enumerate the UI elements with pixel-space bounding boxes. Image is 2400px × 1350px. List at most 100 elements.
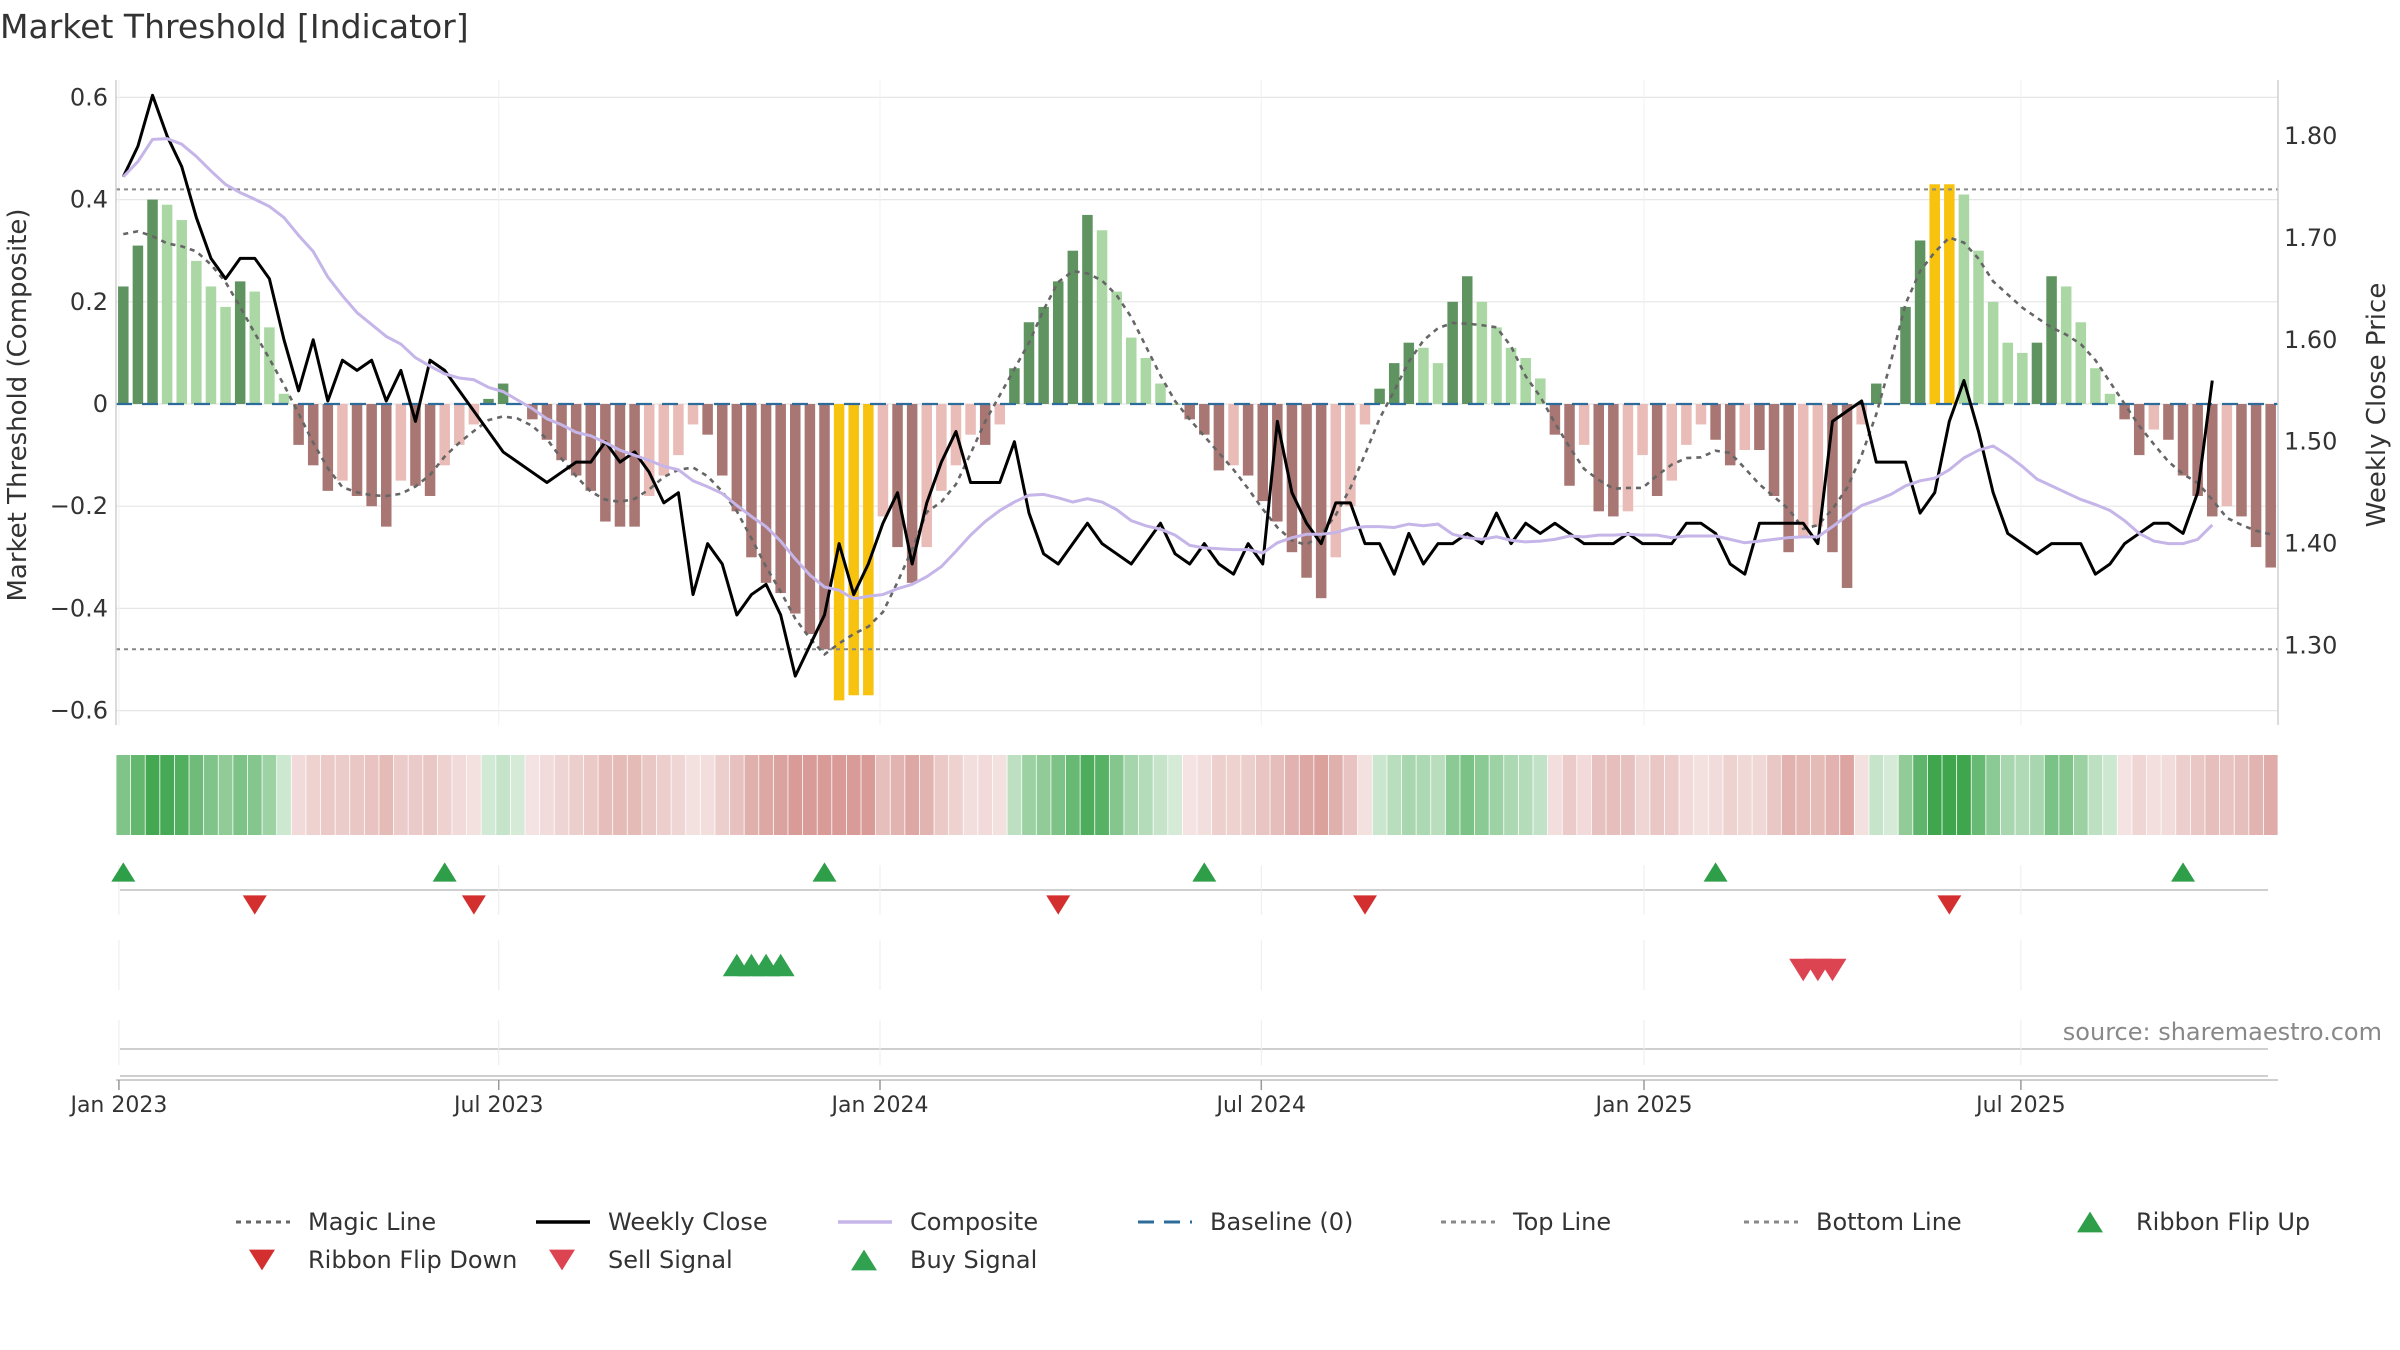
composite-bar [746, 404, 757, 558]
composite-bar [1447, 301, 1458, 404]
ribbon-cell [247, 755, 262, 835]
y-right-tick-label: 1.80 [2284, 122, 2337, 150]
composite-bar [1827, 404, 1838, 553]
composite-bar [483, 398, 494, 404]
composite-bar [1651, 404, 1663, 496]
legend-swatch [549, 1249, 575, 1271]
composite-bar [1754, 404, 1765, 450]
composite-bar [1768, 404, 1780, 496]
ribbon-cell [1065, 755, 1080, 835]
composite-bar [965, 404, 976, 435]
ribbon-cell [2205, 755, 2220, 835]
ribbon-cell [1124, 755, 1139, 835]
ribbon-cell [481, 755, 496, 835]
ribbon-flip-down-marker [1352, 895, 1377, 915]
composite-bar [1067, 250, 1079, 404]
composite-bar [1914, 240, 1926, 404]
ribbon-cell [729, 755, 744, 835]
composite-bar [1958, 194, 1970, 404]
composite-bar [731, 404, 743, 512]
composite-bar [366, 404, 377, 507]
ribbon-cell [1138, 755, 1153, 835]
ribbon-cell [1518, 755, 1533, 835]
composite-bar [614, 404, 626, 527]
composite-bar [1593, 404, 1604, 512]
ribbon-cell [2059, 755, 2074, 835]
composite-bar [1812, 404, 1824, 527]
composite-bar [424, 404, 436, 496]
ribbon-cell [2088, 755, 2103, 835]
ribbon-cell [1927, 755, 1942, 835]
legend-swatch [851, 1249, 877, 1271]
ribbon-cell [364, 755, 379, 835]
y-right-tick-label: 1.60 [2284, 326, 2337, 354]
ribbon-cell [1825, 755, 1840, 835]
composite-bar [380, 404, 392, 527]
ribbon-cell [876, 755, 890, 835]
composite-bar [1096, 230, 1108, 404]
ribbon-cell [510, 755, 525, 835]
composite-bar [1403, 342, 1415, 404]
ribbon-cell [1533, 755, 1548, 835]
composite-bar [819, 404, 830, 650]
composite-bar [1286, 404, 1298, 553]
composite-bar [556, 404, 567, 461]
ribbon-cell [992, 755, 1007, 835]
composite-bar [2031, 342, 2043, 404]
ribbon-cell [744, 755, 759, 835]
composite-bar [804, 404, 816, 634]
composite-bar [1783, 404, 1794, 553]
composite-bar [1111, 291, 1122, 404]
ribbon-cell [320, 755, 335, 835]
ribbon-cell [1255, 755, 1270, 835]
composite-bar [395, 404, 407, 481]
composite-bar [1710, 404, 1721, 440]
composite-bar [1608, 404, 1619, 517]
ribbon-cell [1051, 755, 1066, 835]
y-tick-label: −0.2 [50, 492, 108, 520]
ribbon-cell [613, 755, 627, 835]
composite-bar [2060, 286, 2072, 404]
composite-bar [1520, 358, 1531, 404]
composite-bar [570, 404, 582, 476]
ribbon-cell [1095, 755, 1109, 835]
chart-title: Market Threshold [Indicator] [0, 7, 469, 46]
ribbon-cell [817, 755, 832, 835]
ribbon-cell [335, 755, 350, 835]
weekly-close-line [121, 93, 2214, 678]
composite-bar [2265, 404, 2276, 568]
y-axis-label-left: Market Threshold (Composite) [3, 208, 33, 601]
ribbon-cell [1606, 755, 1621, 835]
composite-bar [1505, 347, 1517, 404]
composite-bar [848, 404, 859, 696]
ribbon-cell [1547, 755, 1562, 835]
ribbon-cell [700, 755, 715, 835]
ribbon-cell [1343, 755, 1358, 835]
ribbon-cell [1883, 755, 1898, 835]
composite-bar [293, 404, 304, 445]
ribbon-cell [350, 755, 364, 835]
ribbon-flip-up-marker [1703, 862, 1728, 882]
legend: Magic Line Weekly Close Composite Baseline … [236, 1208, 2310, 1274]
ribbon-cell [1153, 755, 1168, 835]
composite-bar [1549, 404, 1561, 435]
ribbon-cell [861, 755, 876, 835]
composite-bar [1388, 363, 1400, 404]
composite-bar [775, 404, 786, 594]
composite-bar [1213, 404, 1225, 471]
composite-bar [2236, 404, 2247, 517]
ribbon-cell [1328, 755, 1343, 835]
ribbon-flip-down-marker [461, 895, 486, 915]
ribbon-cell [598, 755, 613, 835]
ribbon-cell [1007, 755, 1022, 835]
ribbon-cell [437, 755, 452, 835]
ribbon-cell [1650, 755, 1665, 835]
buy-signal-marker [766, 953, 795, 977]
magic-line [123, 229, 2272, 657]
composite-bar [1871, 383, 1882, 404]
ribbon-cell [262, 755, 277, 835]
ribbon-cell [554, 755, 569, 835]
ribbon-flip-up-marker [1192, 862, 1217, 882]
ribbon-cell [715, 755, 730, 835]
composite-bar [439, 404, 450, 466]
